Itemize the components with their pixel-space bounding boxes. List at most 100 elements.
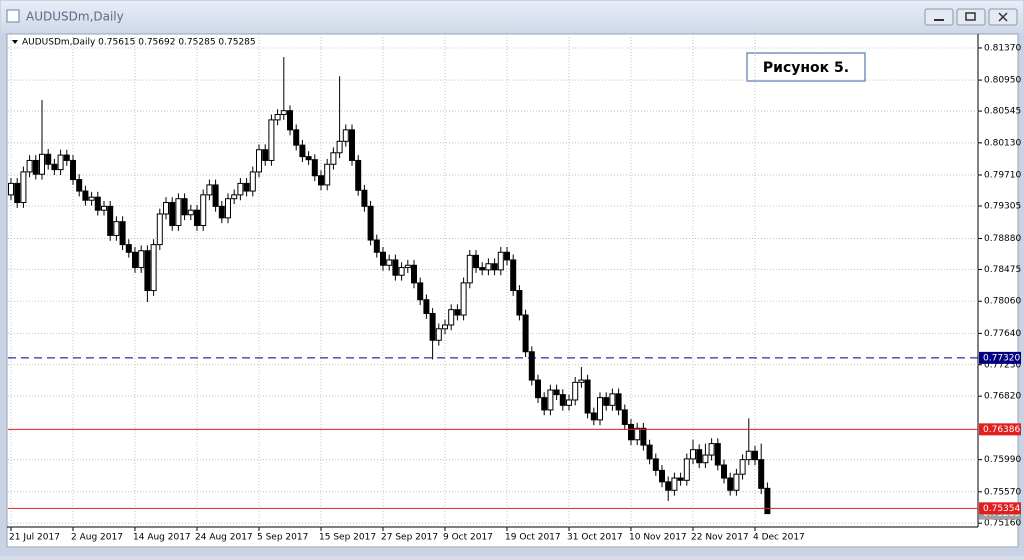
- candle-body: [485, 263, 492, 271]
- candle-body: [94, 196, 101, 211]
- candle-body: [256, 149, 262, 173]
- candle-body: [634, 427, 641, 441]
- price-level-label: 0.76386: [983, 425, 1020, 435]
- y-tick-label: 0.75990: [984, 455, 1021, 465]
- candle-body: [274, 114, 281, 121]
- candle-body: [20, 171, 27, 204]
- candle-body: [144, 250, 151, 292]
- candle-body: [609, 393, 616, 406]
- candle-body: [8, 182, 14, 196]
- restore-button[interactable]: [956, 8, 986, 26]
- candle-body: [107, 205, 114, 236]
- candle-body: [739, 459, 746, 475]
- candle-body: [380, 251, 386, 266]
- candle-body: [243, 182, 250, 192]
- candle-body: [584, 379, 591, 414]
- candle-body: [435, 328, 442, 341]
- x-tick-label: 14 Aug 2017: [133, 533, 191, 543]
- candle-body: [553, 389, 560, 396]
- candle-body: [727, 477, 734, 491]
- candle-body: [70, 159, 76, 181]
- candle-body: [510, 259, 517, 292]
- y-tick-label: 0.79305: [984, 201, 1021, 211]
- candle-body: [51, 163, 58, 171]
- candle-body: [572, 381, 579, 401]
- x-tick-label: 19 Oct 2017: [505, 533, 561, 543]
- y-tick-label: 0.77640: [984, 329, 1021, 339]
- candle-body: [125, 244, 132, 253]
- candle-body: [324, 163, 331, 186]
- candle-body: [101, 205, 107, 211]
- candle-body: [516, 290, 523, 316]
- candle-body: [330, 152, 337, 165]
- annotation: Рисунок 5.: [763, 60, 849, 76]
- x-tick-label: 15 Sep 2017: [319, 533, 376, 543]
- candle-body: [163, 202, 169, 215]
- candle-body: [45, 153, 52, 165]
- x-tick-label: 24 Aug 2017: [195, 533, 253, 543]
- candle-body: [603, 397, 610, 406]
- y-tick-label: 0.79710: [984, 170, 1021, 180]
- candle-body: [541, 397, 548, 411]
- candle-body: [696, 449, 703, 464]
- candle-body: [473, 254, 479, 269]
- minimize-button[interactable]: [924, 8, 954, 26]
- candle-body: [39, 153, 45, 175]
- candle-body: [218, 205, 225, 219]
- chart-info: AUDUSDm,Daily 0.75615 0.75692 0.75285 0.…: [22, 38, 256, 48]
- candle-body: [764, 487, 771, 515]
- candle-body: [175, 198, 182, 226]
- candle-body: [745, 450, 752, 461]
- candle-body: [398, 267, 405, 276]
- candle-body: [88, 196, 95, 201]
- candle-body: [423, 299, 430, 314]
- candle-body: [63, 154, 70, 161]
- candle-body: [181, 198, 188, 216]
- candle-body: [200, 194, 207, 226]
- x-tick-label: 9 Oct 2017: [443, 533, 493, 543]
- candle-body: [392, 259, 399, 276]
- candle-body: [417, 282, 424, 301]
- candle-body: [150, 244, 157, 292]
- candle-body: [411, 264, 417, 284]
- candle-body: [671, 477, 678, 491]
- candle-body: [113, 221, 120, 236]
- candle-body: [361, 189, 368, 207]
- candle-body: [132, 251, 138, 269]
- candle-body: [615, 393, 622, 411]
- x-tick-label: 22 Nov 2017: [691, 533, 749, 543]
- x-tick-label: 21 Jul 2017: [9, 533, 60, 543]
- y-tick-label: 0.80950: [984, 76, 1021, 86]
- candle-body: [293, 129, 300, 146]
- candle-body: [590, 412, 597, 421]
- y-tick-label: 0.80545: [984, 107, 1021, 117]
- x-tick-label: 31 Oct 2017: [567, 533, 623, 543]
- y-tick-label: 0.78475: [984, 265, 1021, 275]
- candle-body: [646, 444, 653, 460]
- annotation-box: [746, 52, 866, 82]
- candle-body: [702, 454, 709, 464]
- candle-body: [287, 110, 293, 131]
- y-tick-label: 0.78060: [984, 297, 1021, 307]
- candle-body: [280, 110, 287, 116]
- candle-body: [119, 221, 126, 246]
- menu-arrow[interactable]: [12, 40, 18, 44]
- candle-body: [212, 184, 219, 207]
- candle-body: [169, 202, 176, 226]
- candle-body: [194, 209, 200, 226]
- candle-body: [578, 379, 585, 383]
- y-tick-label: 0.77230: [984, 360, 1021, 370]
- candle-body: [535, 379, 541, 399]
- candle-body: [404, 264, 411, 269]
- candle-body: [448, 309, 455, 326]
- candle-body: [665, 481, 672, 491]
- candle-body: [268, 119, 275, 161]
- candle-body: [659, 469, 665, 483]
- candle-body: [318, 175, 324, 186]
- candle-body: [758, 459, 765, 489]
- candle-body: [262, 149, 269, 161]
- candle-body: [491, 263, 498, 271]
- candle-body: [14, 182, 21, 204]
- candle-body: [566, 399, 572, 406]
- y-tick-label: 0.75570: [984, 487, 1021, 497]
